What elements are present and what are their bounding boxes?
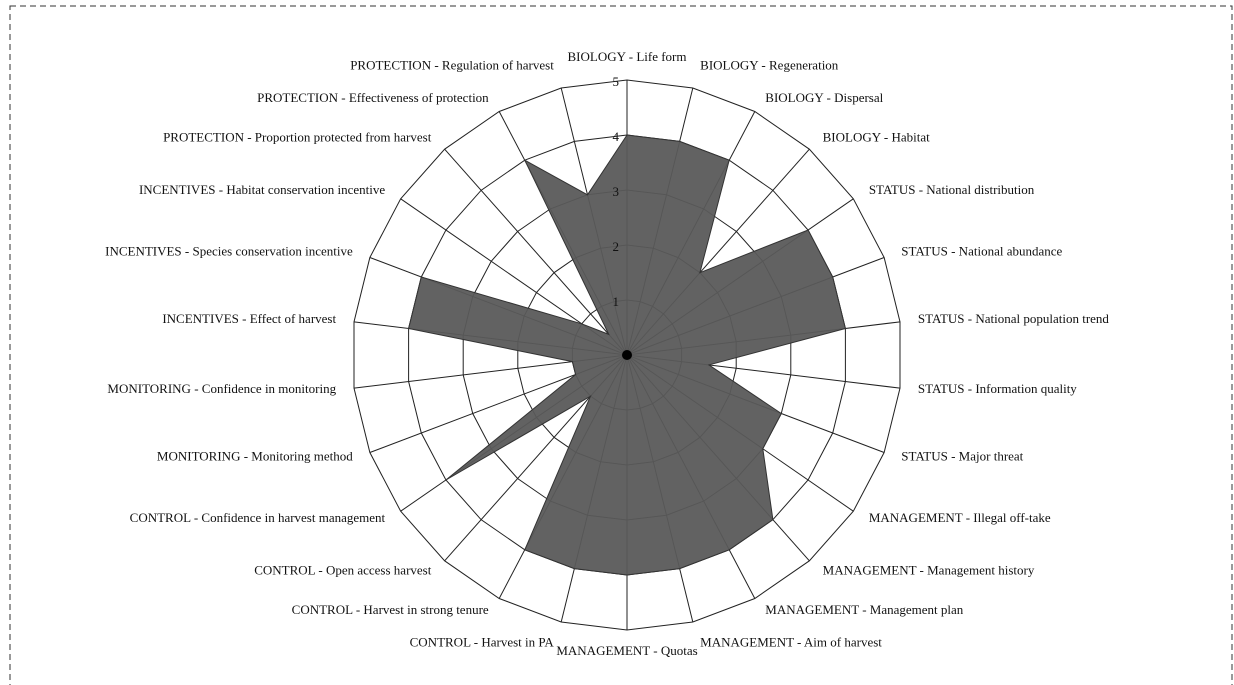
category-label: MONITORING - Confidence in monitoring: [107, 381, 336, 396]
category-label: CONTROL - Confidence in harvest manageme…: [130, 510, 386, 525]
category-label: PROTECTION - Regulation of harvest: [350, 57, 554, 72]
r-tick-label: 5: [613, 74, 620, 89]
category-label: MONITORING - Monitoring method: [157, 448, 353, 463]
category-label: INCENTIVES - Habitat conservation incent…: [139, 182, 385, 197]
category-label: MANAGEMENT - Management history: [823, 562, 1035, 577]
r-tick-label: 4: [613, 129, 620, 144]
category-label: STATUS - Major threat: [901, 448, 1023, 463]
r-tick-label: 3: [613, 184, 620, 199]
category-label: BIOLOGY - Dispersal: [765, 90, 883, 105]
frame: [9, 5, 1233, 685]
category-label: PROTECTION - Effectiveness of protection: [257, 90, 489, 105]
category-label: BIOLOGY - Life form: [567, 49, 686, 64]
category-label: MANAGEMENT - Quotas: [556, 643, 697, 658]
category-label: MANAGEMENT - Management plan: [765, 602, 963, 617]
category-label: STATUS - Information quality: [918, 381, 1077, 396]
r-tick-label: 1: [613, 294, 620, 309]
category-label: STATUS - National distribution: [869, 182, 1035, 197]
r-tick-label: 2: [613, 239, 620, 254]
category-label: MANAGEMENT - Aim of harvest: [700, 635, 882, 650]
category-label: BIOLOGY - Regeneration: [700, 57, 839, 72]
category-label: MANAGEMENT - Illegal off-take: [869, 510, 1051, 525]
category-label: PROTECTION - Proportion protected from h…: [163, 130, 432, 145]
category-label: STATUS - National abundance: [901, 244, 1062, 259]
category-label: STATUS - National population trend: [918, 311, 1110, 326]
category-label: INCENTIVES - Effect of harvest: [162, 311, 336, 326]
category-label: INCENTIVES - Species conservation incent…: [105, 244, 353, 259]
category-label: CONTROL - Open access harvest: [254, 562, 432, 577]
category-label: CONTROL - Harvest in PA: [410, 635, 555, 650]
spoke: [444, 148, 628, 356]
category-label: BIOLOGY - Habitat: [823, 130, 930, 145]
center-dot: [622, 350, 632, 360]
category-label: CONTROL - Harvest in strong tenure: [292, 602, 489, 617]
